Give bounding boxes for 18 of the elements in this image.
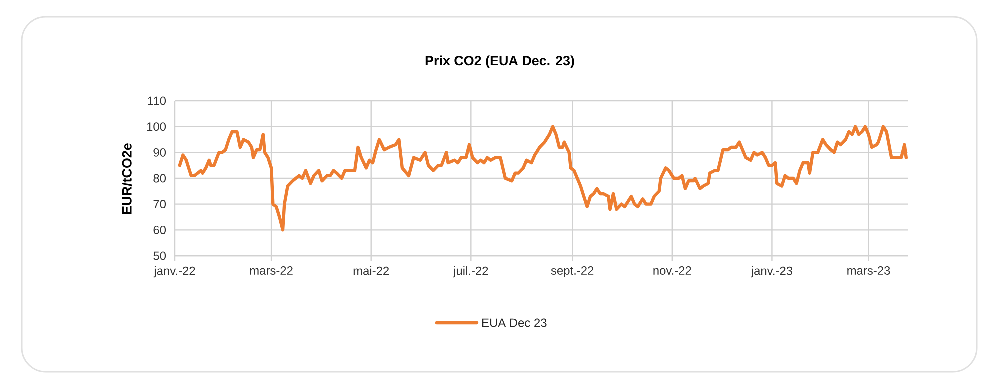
y-tick-label: 90 — [154, 148, 166, 157]
x-tick-label: mars-23 — [848, 266, 890, 275]
y-tick-label: 110 — [148, 96, 166, 106]
x-tick-label: janv.-22 — [154, 266, 196, 278]
x-tick-label: mai-22 — [354, 266, 390, 276]
y-tick-label: 50 — [154, 252, 166, 260]
y-tick-label: 100 — [147, 122, 166, 132]
y-tick-label: 70 — [154, 200, 166, 209]
x-tick-label: mars-22 — [250, 266, 293, 275]
y-axis-title: EUR/tCO2e — [122, 144, 132, 214]
legend-label: EUA Dec 23 — [482, 318, 547, 328]
x-tick-label: juil.-22 — [453, 266, 488, 278]
y-tick-label: 60 — [154, 226, 166, 234]
chart-title: Prix CO2 (EUA Dec. 23) — [426, 56, 574, 68]
x-tick-label: nov.-22 — [654, 266, 692, 275]
y-tick-label: 80 — [154, 174, 166, 183]
x-tick-label: sept.-22 — [551, 266, 594, 278]
x-tick-label: janv.-23 — [751, 266, 793, 278]
